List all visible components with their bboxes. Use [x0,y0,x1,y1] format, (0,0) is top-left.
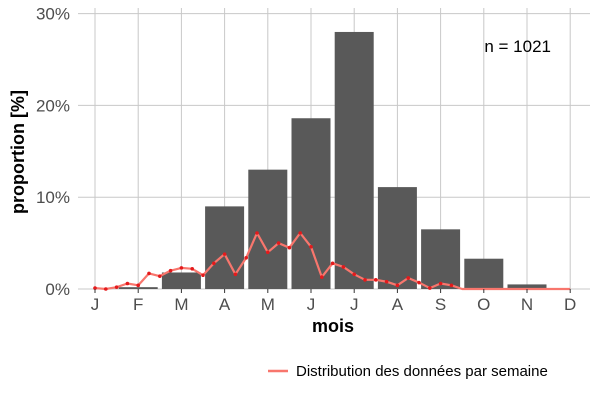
weekly-point [330,261,335,266]
x-tick-label: A [392,295,404,314]
weekly-point [352,272,357,277]
x-tick-label: O [477,295,490,314]
weekly-point [384,279,389,284]
weekly-point [406,276,411,280]
weekly-point [395,283,400,288]
weekly-point [244,255,248,260]
weekly-point [201,273,205,278]
weekly-point [428,286,432,290]
bar-series [118,31,547,290]
bar [507,284,547,289]
weekly-point [190,267,194,271]
weekly-point [136,283,140,288]
bar [118,287,158,289]
weekly-point [158,274,162,278]
weekly-point [363,278,367,282]
y-tick-label: 30% [36,5,70,24]
weekly-point [309,244,313,249]
x-tick-label: D [564,295,576,314]
x-axis-title: mois [312,316,354,336]
y-tick-label: 20% [36,96,70,115]
weekly-point [276,241,281,245]
y-tick-label: 10% [36,188,70,207]
bar [421,229,461,289]
legend: Distribution des données par semaine [268,363,548,380]
weekly-point [449,283,454,288]
weekly-point [266,250,270,255]
x-tick-label: A [219,295,231,314]
x-tick-label: S [435,295,446,314]
weekly-point [125,281,130,286]
x-tick-label: J [91,295,100,314]
weekly-point [93,286,97,290]
y-tick-label: 0% [45,280,70,299]
weekly-point [147,271,151,276]
x-tick-label: F [133,295,143,314]
weekly-point [374,278,378,282]
weekly-point [287,245,292,250]
x-tick-label: J [307,295,316,314]
bar [161,272,201,289]
weekly-point [417,280,421,285]
weekly-point [114,285,119,289]
weekly-point [168,268,173,273]
y-axis-ticks: 0% 10% 20% 30% [36,5,70,299]
sample-size-annotation: n = 1021 [484,37,551,56]
weekly-point [104,287,108,291]
y-axis-title: proportion [%] [8,90,28,214]
weekly-point [179,266,184,270]
bar [248,169,288,289]
bar [334,31,374,290]
bar [464,258,504,289]
weekly-line-series [93,231,571,291]
weekly-point [438,281,443,286]
weekly-point [255,231,259,235]
weekly-point [233,272,238,277]
weekly-point [320,275,324,279]
legend-label: Distribution des données par semaine [296,363,548,380]
weekly-point [222,252,227,256]
x-tick-label: J [350,295,359,314]
x-tick-label: N [521,295,533,314]
bar [291,118,331,289]
weekly-point [298,231,303,235]
bar [377,187,417,289]
weekly-point [341,265,346,269]
x-tick-label: M [174,295,188,314]
weekly-point [212,261,216,266]
x-tick-label: M [261,295,275,314]
bar [205,206,245,289]
